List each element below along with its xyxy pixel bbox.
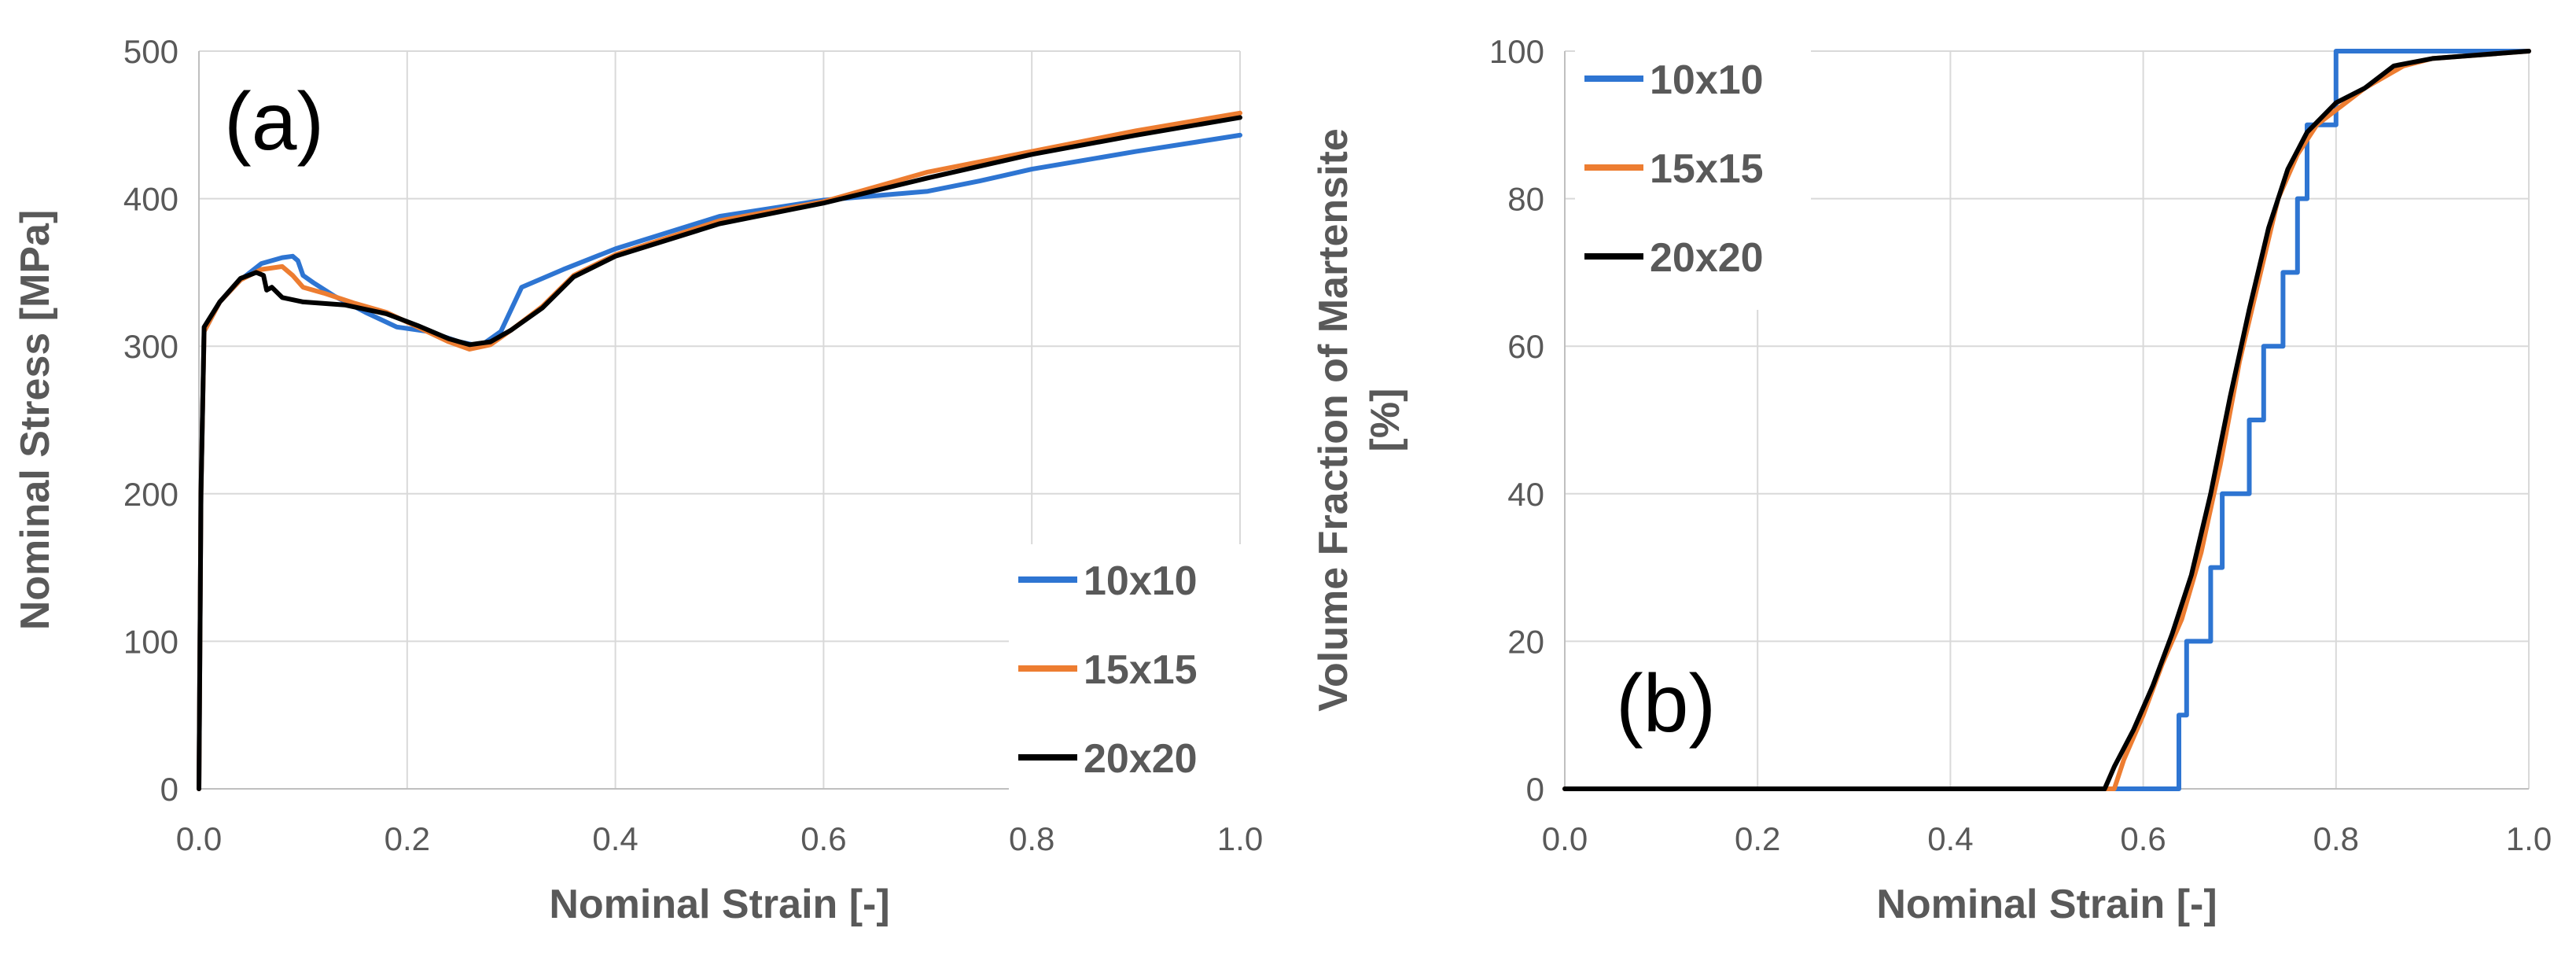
- x-tick-label: 0.8: [1009, 820, 1054, 857]
- y-tick-label: 20: [1507, 623, 1544, 660]
- x-tick-label: 0.2: [1735, 820, 1780, 857]
- x-axis-title: Nominal Strain [-]: [549, 882, 889, 927]
- series-line-20x20: [1562, 49, 2531, 791]
- chart-b: 0 20 40 60 80 100 0.0 0.2 0.4 0.6 0.8 1.0 Nominal St…: [1311, 33, 2552, 927]
- series-line-10x10: [197, 132, 1242, 791]
- y-tick-label: 100: [123, 623, 178, 660]
- series-line-10x10: [1562, 49, 2531, 791]
- y-tick-label: 200: [123, 476, 178, 513]
- y-tick-label: 0: [1526, 771, 1544, 808]
- x-tick-label: 0.0: [176, 820, 222, 857]
- x-tick-label: 0.0: [1542, 820, 1588, 857]
- x-tick-label: 0.6: [800, 820, 846, 857]
- y-tick-label: 60: [1507, 328, 1544, 365]
- y-axis-title-line: Volume Fraction of Martensite: [1311, 128, 1356, 712]
- y-tick-label: 0: [160, 771, 178, 808]
- legend-label-20x20: 20x20: [1084, 736, 1198, 782]
- y-tick-label: 300: [123, 328, 178, 365]
- legend-label-20x20: 20x20: [1650, 235, 1764, 281]
- panel-label: (b): [1616, 658, 1716, 750]
- x-tick-label: 0.6: [2120, 820, 2166, 857]
- x-tick-label: 1.0: [1217, 820, 1263, 857]
- legend: 10x10 15x15 20x20: [1009, 544, 1245, 811]
- y-axis-title: Volume Fraction of Martensite [%]: [1311, 128, 1408, 712]
- y-tick-label: 500: [123, 33, 178, 70]
- legend-background: [1575, 43, 1811, 310]
- y-tick-label: 100: [1489, 33, 1544, 70]
- y-axis-title: Nominal Stress [MPa]: [13, 210, 58, 631]
- chart-a: 0 100 200 300 400 500 0.0 0.2 0.4 0.6 0.8 1.0 Nomina…: [13, 33, 1263, 927]
- legend-label-10x10: 10x10: [1084, 558, 1198, 604]
- y-tick-label: 400: [123, 181, 178, 218]
- x-tick-label: 0.2: [385, 820, 430, 857]
- y-tick-label: 80: [1507, 181, 1544, 218]
- series-line-20x20: [197, 115, 1242, 791]
- x-tick-label: 0.8: [2313, 820, 2359, 857]
- x-tick-label: 0.4: [1927, 820, 1973, 857]
- legend-label-15x15: 15x15: [1650, 146, 1764, 192]
- legend-background: [1009, 544, 1245, 811]
- panel-label: (a): [224, 76, 324, 168]
- legend: 10x10 15x15 20x20: [1575, 43, 1811, 310]
- legend-label-10x10: 10x10: [1650, 57, 1764, 103]
- x-tick-label: 1.0: [2506, 820, 2552, 857]
- legend-label-15x15: 15x15: [1084, 647, 1198, 693]
- y-tick-label: 40: [1507, 476, 1544, 513]
- y-axis-title-line: [%]: [1363, 389, 1408, 452]
- x-tick-label: 0.4: [592, 820, 638, 857]
- x-axis-title: Nominal Strain [-]: [1876, 882, 2217, 927]
